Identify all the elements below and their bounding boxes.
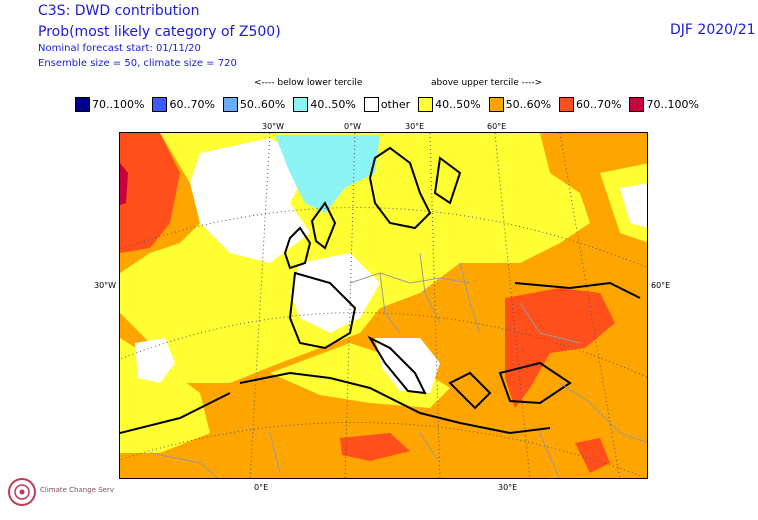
yellow-region-south — [270, 343, 450, 408]
legend-item: 40..50% — [293, 97, 356, 112]
legend-label: 50..60% — [505, 98, 552, 111]
tick-top-30w: 30°W — [262, 122, 285, 131]
legend-swatch — [152, 97, 168, 112]
white-region-east-blob — [620, 183, 647, 228]
legend-label: 70..100% — [92, 98, 145, 111]
coastlines — [120, 146, 641, 435]
legend-swatch — [293, 97, 309, 112]
above-tercile-header: above upper tercile ----> — [431, 78, 543, 88]
country-borders — [149, 252, 647, 478]
legend-label: 70..100% — [646, 98, 699, 111]
white-region-atlantic — [190, 138, 310, 263]
season-label: DJF 2020/21 — [670, 22, 756, 38]
title-line-1: C3S: DWD contribution — [38, 3, 200, 19]
tick-bottom-0e: 0°E — [254, 483, 269, 492]
legend-label: 60..70% — [576, 98, 622, 111]
white-region-west-blob — [135, 338, 175, 383]
white-region-iberia — [290, 253, 380, 333]
legend-swatch — [75, 97, 90, 112]
red-region-atlantic — [120, 133, 180, 253]
legend-label: 40..50% — [435, 98, 481, 111]
legend-swatch — [363, 97, 379, 112]
title-line-2: Prob(most likely category of Z500) — [38, 24, 281, 40]
legend-label: 60..70% — [169, 98, 215, 111]
forecast-start: Nominal forecast start: 01/11/20 — [38, 43, 201, 54]
tick-top-30e: 30°E — [405, 122, 425, 131]
legend-swatch — [418, 97, 434, 112]
graticule — [120, 133, 647, 478]
legend-item: 70..100% — [629, 97, 699, 112]
darkred-region-atlantic — [120, 163, 128, 205]
tick-left-30w: 30°W — [94, 281, 117, 290]
ensemble-size: Ensemble size = 50, climate size = 720 — [38, 58, 237, 69]
legend-swatch — [222, 97, 238, 112]
probability-map — [119, 132, 648, 479]
legend-item: 60..70% — [559, 97, 621, 112]
map-svg — [120, 133, 647, 478]
climate-change-logo-icon: Climate Change Service — [8, 478, 124, 506]
red-region-turkey — [505, 288, 615, 408]
tick-top-0w: 0°W — [344, 122, 361, 131]
legend-item: 50..60% — [222, 97, 286, 112]
legend-swatch — [488, 97, 504, 112]
cyan-region-scandinavia — [275, 135, 380, 213]
legend: 70..100% 60..70% 50..60% 40..50% other 4… — [75, 97, 707, 112]
legend-label: 50..60% — [239, 98, 286, 111]
red-region-east — [575, 438, 610, 473]
below-tercile-header: <---- below lower tercile — [254, 78, 363, 88]
legend-swatch — [629, 97, 645, 112]
red-region-north-africa — [340, 433, 410, 461]
legend-swatch — [559, 97, 575, 112]
tick-top-60e: 60°E — [487, 122, 507, 131]
logo-text: Climate Change Service — [40, 486, 114, 494]
legend-item: 60..70% — [152, 97, 215, 112]
legend-item: other — [363, 97, 411, 112]
legend-item: 70..100% — [75, 97, 144, 112]
tick-right-60e: 60°E — [651, 281, 671, 290]
legend-label: 40..50% — [310, 98, 356, 111]
legend-label: other — [380, 98, 411, 111]
legend-item: 40..50% — [418, 97, 481, 112]
tick-bottom-30e: 30°E — [498, 483, 518, 492]
copernicus-logo: Climate Change Service — [4, 472, 124, 516]
legend-item: 50..60% — [488, 97, 552, 112]
